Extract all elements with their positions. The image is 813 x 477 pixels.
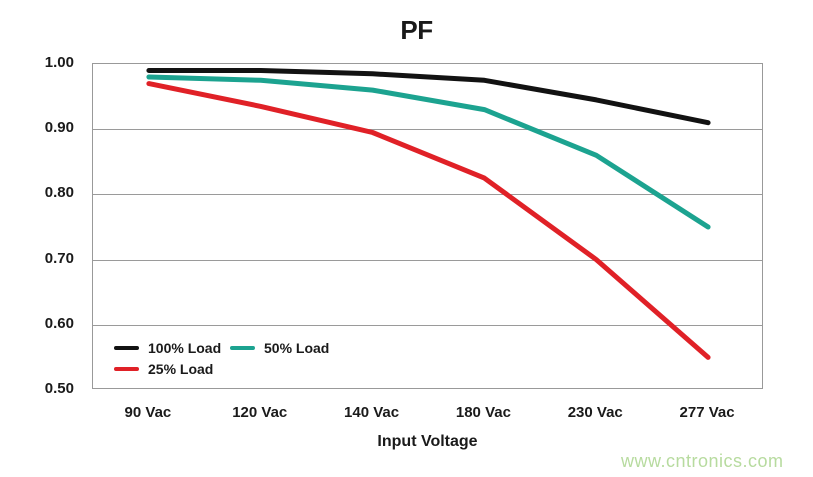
x-tick-label: 180 Vac [455, 404, 511, 421]
legend-item-50-load: 50% Load [230, 340, 329, 356]
legend-marker-100-load [114, 345, 139, 350]
legend: 100% Load 50% Load 25% Load [114, 337, 329, 379]
y-tick-label: 0.80 [44, 184, 74, 202]
gridline [93, 259, 762, 261]
legend-marker-50-load [230, 345, 255, 350]
x-tick-label: 120 Vac [232, 404, 288, 421]
legend-row: 100% Load 50% Load [114, 337, 329, 358]
legend-item-25-load: 25% Load [114, 361, 230, 377]
x-axis-title: Input Voltage [377, 433, 478, 450]
legend-label: 25% Load [148, 360, 214, 377]
gridline [93, 129, 762, 131]
x-tick-label: 140 Vac [344, 404, 400, 421]
legend-marker-25-load [114, 366, 139, 371]
x-tick-label: 230 Vac [567, 404, 623, 421]
gridline [93, 324, 762, 326]
legend-label: 100% Load [148, 339, 222, 356]
x-tick-label: 277 Vac [679, 404, 735, 421]
y-tick-label: 0.70 [44, 249, 74, 267]
y-tick-label: 0.60 [44, 314, 74, 332]
legend-item-100-load: 100% Load [114, 340, 230, 356]
chart-title: PF [400, 15, 433, 45]
y-tick-label: 0.90 [44, 119, 74, 137]
series-line-100-load [146, 68, 711, 126]
series-line-50-load [146, 74, 711, 230]
gridline [93, 194, 762, 196]
series-line-25-load [146, 81, 711, 360]
y-tick-label: 0.50 [44, 380, 74, 397]
legend-row: 25% Load [114, 358, 329, 379]
y-tick-label: 1.00 [44, 54, 74, 71]
series-lines-canvas [146, 68, 711, 360]
watermark: www.cntronics.com [621, 451, 784, 471]
plot-area [92, 63, 763, 389]
x-tick-label: 90 Vac [124, 404, 172, 421]
legend-label: 50% Load [264, 339, 330, 356]
